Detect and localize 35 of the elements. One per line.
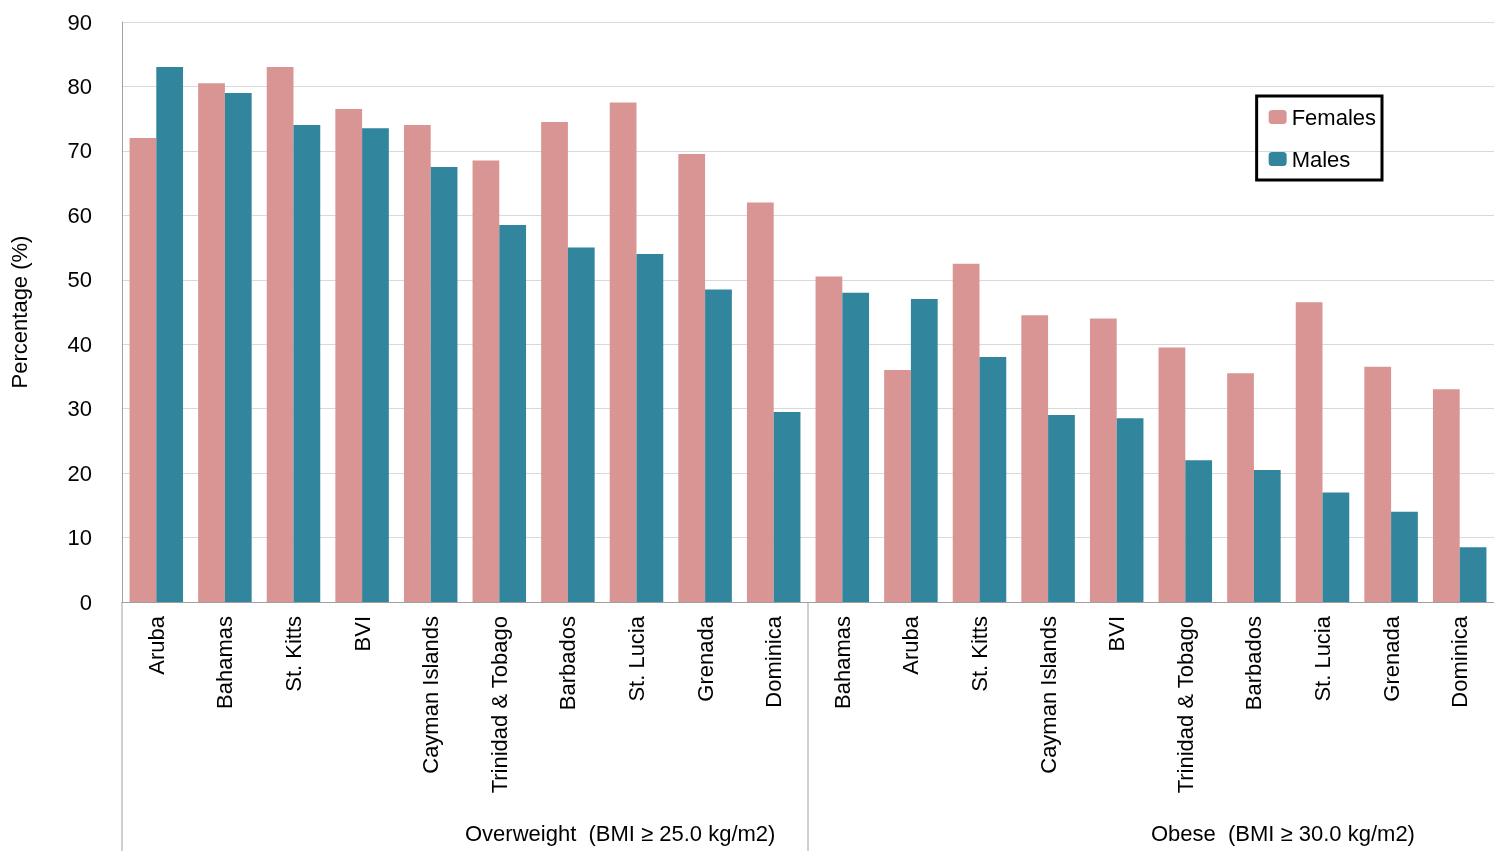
x-tick-label: Barbados xyxy=(1241,616,1267,711)
x-tick-label: Barbados xyxy=(555,616,581,711)
x-tick-label: Dominica xyxy=(1447,615,1473,708)
y-tick-label: 90 xyxy=(67,9,92,35)
y-tick-label: 10 xyxy=(67,525,92,551)
x-tick-label: Grenada xyxy=(1378,615,1404,702)
legend-label: Females xyxy=(1291,104,1376,130)
x-tick-label: Cayman Islands xyxy=(1035,616,1061,774)
x-tick-label: Aruba xyxy=(898,615,924,675)
x-tick-label: St. Lucia xyxy=(624,615,649,702)
text: Overweight (BMI ≥ 25.0 kg/m2) xyxy=(464,820,776,846)
x-tick-label: BVI xyxy=(1104,616,1130,652)
x-tick-label: Bahamas xyxy=(829,616,855,709)
x-tick-label: St. Kitts xyxy=(281,616,306,692)
x-tick-label: Bahamas xyxy=(212,616,238,709)
y-tick-label: 40 xyxy=(67,331,92,357)
x-tick-label: BVI xyxy=(349,616,375,652)
x-tick-label: Aruba xyxy=(143,615,169,675)
x-tick-label: Grenada xyxy=(692,615,718,702)
x-tick-label: Trinidad & Tobago xyxy=(486,616,512,794)
y-tick-label: 20 xyxy=(67,460,92,486)
y-tick-label: 30 xyxy=(67,396,92,422)
text: Obese (BMI ≥ 30.0 kg/m2) xyxy=(1151,820,1415,846)
x-tick-label: Cayman Islands xyxy=(418,616,444,774)
y-axis-title: Percentage (%) xyxy=(6,235,32,389)
y-tick-label: 60 xyxy=(67,202,92,228)
y-tick-label: 70 xyxy=(67,138,92,164)
x-tick-label: St. Kitts xyxy=(967,616,992,692)
y-tick-label: 50 xyxy=(67,267,92,293)
x-tick-label: Trinidad & Tobago xyxy=(1172,616,1198,794)
y-tick-label: 80 xyxy=(67,73,92,99)
x-tick-label: Dominica xyxy=(761,615,787,708)
y-tick-label: 0 xyxy=(79,589,92,615)
x-tick-label: St. Lucia xyxy=(1310,615,1335,702)
legend-label: Males xyxy=(1291,146,1351,172)
